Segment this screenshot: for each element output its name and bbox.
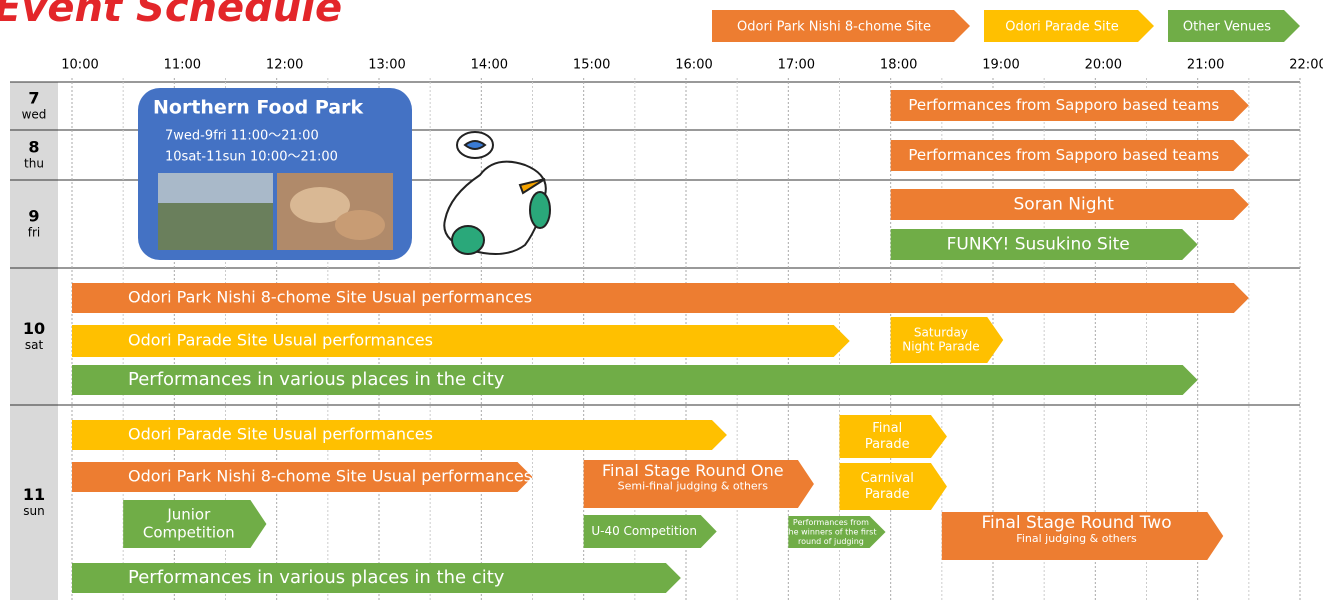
event-label: Final [872, 421, 902, 436]
day-number: 7 [28, 89, 39, 108]
hour-label: 19:00 [982, 58, 1019, 73]
event-label: Competition [143, 524, 235, 542]
day-cell [10, 82, 58, 130]
event-bar [839, 415, 947, 458]
hour-label: 21:00 [1187, 58, 1224, 73]
event-bar [72, 563, 681, 593]
wing [529, 191, 551, 229]
event-label: Odori Parade Site Usual performances [128, 425, 433, 444]
day-number: 11 [23, 485, 45, 504]
event-bar [890, 140, 1249, 171]
event-sublabel: Semi-final judging & others [618, 480, 769, 493]
event-bar [941, 512, 1224, 560]
day-weekday: sat [25, 338, 44, 352]
event-label: Saturday [914, 325, 968, 339]
day-cell [10, 405, 58, 600]
event-label: Odori Park Nishi 8-chome Site Usual perf… [128, 467, 532, 486]
food-park: Northern Food Park 7wed-9fri 11:00～21:00… [138, 88, 412, 260]
event-label: Performances from [793, 518, 869, 527]
day-cell [10, 268, 58, 405]
event-label: Parade [865, 487, 910, 502]
event-bar [583, 515, 717, 548]
event-bar [890, 317, 1004, 363]
event-label: Odori Parade Site Usual performances [128, 331, 433, 350]
day-cell [10, 180, 58, 268]
event-bar [72, 365, 1198, 395]
event-label: the winners of the first [785, 528, 876, 537]
event-label: Performances from Sapporo based teams [908, 96, 1219, 114]
event-sublabel: Final judging & others [1016, 532, 1137, 545]
beak [518, 178, 546, 195]
event-label: Performances in various places in the ci… [128, 567, 505, 588]
foot [451, 225, 485, 255]
event-bar [72, 462, 533, 492]
event-bar [890, 90, 1249, 121]
day-number: 8 [28, 138, 39, 157]
food-park-title: Northern Food Park [153, 97, 363, 119]
photo [158, 173, 273, 203]
event-label: Night Parade [902, 340, 979, 354]
hour-label: 16:00 [675, 58, 712, 73]
photo [335, 210, 385, 240]
hour-label: 17:00 [778, 58, 815, 73]
day-weekday: sun [23, 504, 44, 518]
day-weekday: thu [24, 157, 44, 171]
food-park-hours: 7wed-9fri 11:00～21:00 [165, 129, 319, 144]
day-weekday: wed [22, 108, 47, 122]
hour-label: 18:00 [880, 58, 917, 73]
event-bar [72, 420, 727, 450]
hour-label: 10:00 [61, 58, 98, 73]
event-label: FUNKY! Susukino Site [947, 235, 1130, 255]
hour-label: 22:00 [1289, 58, 1323, 73]
event-label: Performances from Sapporo based teams [908, 146, 1219, 164]
legend-swatch [712, 10, 970, 42]
event-bar [890, 189, 1249, 220]
day-number: 10 [23, 319, 45, 338]
mascot [443, 131, 551, 255]
event-bar [788, 516, 886, 548]
hour-label: 20:00 [1085, 58, 1122, 73]
event-label: round of judging [798, 537, 864, 546]
event-label: Junior [166, 506, 211, 524]
event-bar [72, 283, 1249, 313]
food-park-hours: 10sat-11sun 10:00～21:00 [165, 150, 338, 165]
event-label: Odori Park Nishi 8-chome Site Usual perf… [128, 288, 532, 307]
event-label: Carnival [861, 471, 914, 486]
legend-label: Odori Park Nishi 8-chome Site [737, 20, 931, 35]
legend-swatch [1168, 10, 1300, 42]
hour-label: 15:00 [573, 58, 610, 73]
hour-label: 11:00 [164, 58, 201, 73]
legend-swatch [984, 10, 1154, 42]
hour-label: 13:00 [368, 58, 405, 73]
day-cell [10, 130, 58, 180]
event-bar [123, 500, 267, 548]
event-bar [583, 460, 814, 508]
event-bar [839, 463, 947, 510]
event-label: Final Stage Round Two [981, 513, 1171, 533]
legend-label: Odori Parade Site [1005, 20, 1118, 35]
legend-label: Other Venues [1183, 20, 1271, 35]
event-label: Final Stage Round One [602, 461, 784, 480]
fish [463, 140, 487, 150]
hour-label: 14:00 [471, 58, 508, 73]
event-bar [890, 229, 1198, 260]
bars: Performances from Sapporo based teams Per… [72, 90, 1249, 593]
title: Event Schedule [0, 0, 342, 31]
photo [290, 187, 350, 223]
event-label: Soran Night [1014, 195, 1115, 215]
event-label: Parade [865, 437, 910, 452]
day-number: 9 [28, 207, 39, 226]
day-weekday: fri [28, 226, 41, 240]
hour-label: 12:00 [266, 58, 303, 73]
event-label: Performances in various places in the ci… [128, 369, 505, 390]
event-label: U-40 Competition [591, 524, 697, 538]
event-bar [72, 325, 850, 357]
